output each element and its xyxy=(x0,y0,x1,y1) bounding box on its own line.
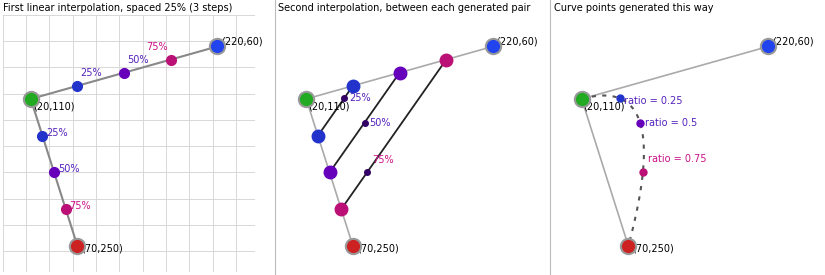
Text: (70,250): (70,250) xyxy=(81,243,123,253)
Text: (220,60): (220,60) xyxy=(497,36,538,46)
Text: Curve points generated this way: Curve points generated this way xyxy=(554,3,713,13)
Text: (70,250): (70,250) xyxy=(632,243,674,253)
Text: (20,110): (20,110) xyxy=(308,101,350,111)
Text: 75%: 75% xyxy=(372,155,394,165)
Text: ratio = 0.75: ratio = 0.75 xyxy=(648,154,706,164)
Text: Second interpolation, between each generated pair: Second interpolation, between each gener… xyxy=(278,3,530,13)
Text: First linear interpolation, spaced 25% (3 steps): First linear interpolation, spaced 25% (… xyxy=(2,3,232,13)
Text: (20,110): (20,110) xyxy=(33,101,74,111)
Text: 50%: 50% xyxy=(370,118,391,128)
Text: (20,110): (20,110) xyxy=(583,101,625,111)
Text: (220,60): (220,60) xyxy=(221,36,263,46)
Text: 75%: 75% xyxy=(69,201,91,211)
Text: ratio = 0.25: ratio = 0.25 xyxy=(625,95,683,106)
Text: (70,250): (70,250) xyxy=(356,243,398,253)
Text: 75%: 75% xyxy=(146,42,168,52)
Text: 25%: 25% xyxy=(80,68,101,78)
Text: ratio = 0.5: ratio = 0.5 xyxy=(644,118,697,128)
Text: 50%: 50% xyxy=(127,55,148,65)
Text: 25%: 25% xyxy=(349,94,370,103)
Text: 25%: 25% xyxy=(46,128,68,138)
Text: (220,60): (220,60) xyxy=(772,36,813,46)
Text: 50%: 50% xyxy=(58,164,79,174)
